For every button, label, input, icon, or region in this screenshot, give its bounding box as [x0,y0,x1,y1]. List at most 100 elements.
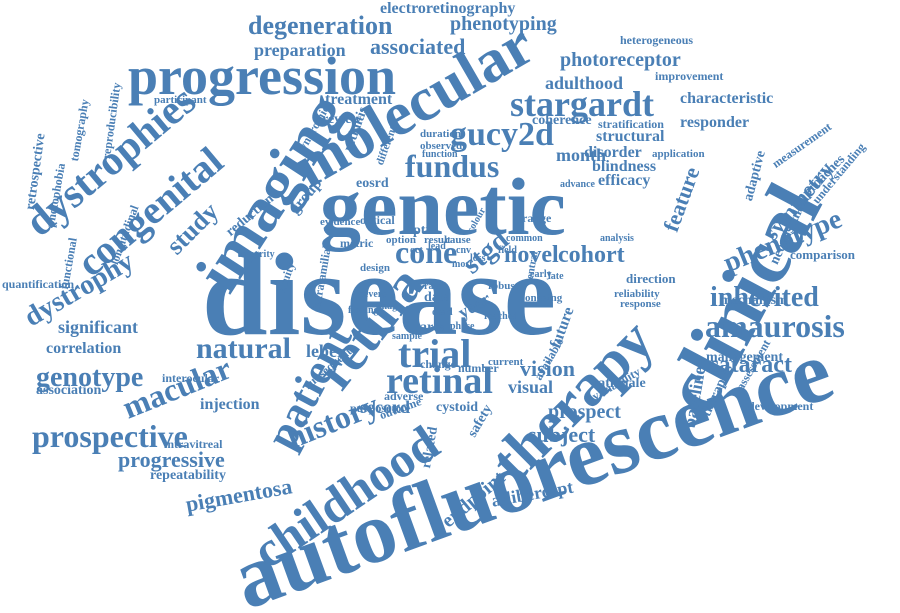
word-correlation: correlation [46,340,122,358]
word-eosrd: eosrd [356,175,389,191]
word-function: function [422,149,458,160]
word-injection: injection [200,396,260,414]
word-feature: feature [658,163,705,236]
word-visual: visual [508,376,554,397]
word-reached: reached [484,311,518,322]
word-loss: loss [470,253,486,264]
word-early: early [530,269,552,280]
word-cone: cone [395,234,458,271]
word-phase: phase [450,321,475,332]
word-late: late [548,271,564,282]
word-image: image [376,301,402,312]
word-gucy2d: gucy2d [450,115,554,153]
word-intravitreal: intravitreal [164,437,223,452]
word-advance: advance [560,179,595,190]
word-participant: participant [154,94,207,107]
word-response: response [620,298,661,311]
word-common: common [506,233,543,244]
word-reliability: reliability [614,288,660,301]
word-adulthood: adulthood [545,72,624,93]
word-cystoid: cystoid [436,399,478,415]
word-improvement: improvement [655,69,724,84]
word-quantification: quantification [2,277,75,292]
word-cause: cause [445,234,471,247]
word-optic: optic [406,222,436,238]
word-responder: responder [680,114,750,132]
word-management: management [706,349,783,365]
word-natural: natural [196,332,292,365]
word-data: data [424,289,451,305]
word-treatment: treatment [325,91,393,109]
word-option: option [386,234,416,247]
word-dead: dead [432,307,453,318]
word-review: review [322,111,362,127]
word-month: month [556,144,607,165]
word-adverse: adverse [384,389,424,404]
word-photoreceptor: photoreceptor [560,49,681,71]
word-novel: novel [504,241,559,268]
word-significant: significant [58,316,139,337]
word-cataract: cataract [708,351,792,378]
word-blindness: blindness [592,158,657,176]
word-analysis: analysis [600,233,634,244]
word-amaurosis: amaurosis [705,308,845,345]
word-direction: direction [626,270,676,286]
word-phenotyping: phenotyping [450,13,557,35]
word-genetic: genetic [320,161,566,253]
word-observed: observed [420,140,463,153]
word-fundus: fundus [405,148,500,185]
word-progressive: progressive [118,447,225,473]
word-leber: leber [306,340,345,361]
word-prospective: prospective [32,418,188,455]
word-repeatability: repeatability [150,467,226,483]
word-purposeto: purposeto [350,401,402,416]
word-structural: structural [596,128,665,146]
word-association: association [36,382,102,398]
word-rate: rate [424,281,442,292]
word-disorder: disorder [584,144,642,162]
word-interocular: interocular [162,371,220,386]
word-lead: lead [428,241,446,252]
word-severe: severe [360,289,387,300]
word-rationale: rationale [592,375,646,391]
word-trial: trial [398,331,472,376]
word-efficacy: efficacy [598,172,651,190]
word-characteristic: characteristic [680,90,774,108]
word-heterogeneous: heterogeneous [620,33,694,48]
word-design: design [360,262,390,275]
word-evidence: evidence [320,216,361,229]
word-cohort: cohort [558,241,625,268]
word-oct: oct [410,245,423,256]
word-most: most [452,259,473,270]
word-subject: subject [528,422,596,448]
word-degeneration: degeneration [248,11,393,41]
word-metric: metric [340,236,374,251]
word-secord: secord [360,396,410,417]
word-disease: disease [202,228,556,360]
word-application: application [652,148,705,161]
word-change: change [420,357,456,372]
word-stargardt: stargardt [510,84,654,125]
word-duration: duration [420,128,461,141]
word-robust: robust [488,280,519,293]
word-progression: progression [128,45,397,106]
word-area: area [420,319,447,335]
word-coherence: coherence [532,112,592,128]
word-development: development [748,399,814,414]
word-prospect: prospect [548,401,621,423]
word-cnv: cnv [456,245,471,256]
word-vision: vision [520,356,576,382]
word-range: range [522,211,552,226]
word-electroretinography: electroretinography [380,0,516,18]
word-comparison: comparison [790,246,855,262]
word-integrity: integrity [238,249,275,260]
word-inherited: inherited [710,281,819,313]
word-result: result [424,234,451,247]
word-preparation: preparation [254,39,346,60]
word-current: current [488,356,524,369]
word-field: field [498,245,517,256]
word-ongoing: ongoing [525,292,563,305]
word-sample: sample [392,331,422,342]
word-mechanism: mechanism [720,292,788,308]
